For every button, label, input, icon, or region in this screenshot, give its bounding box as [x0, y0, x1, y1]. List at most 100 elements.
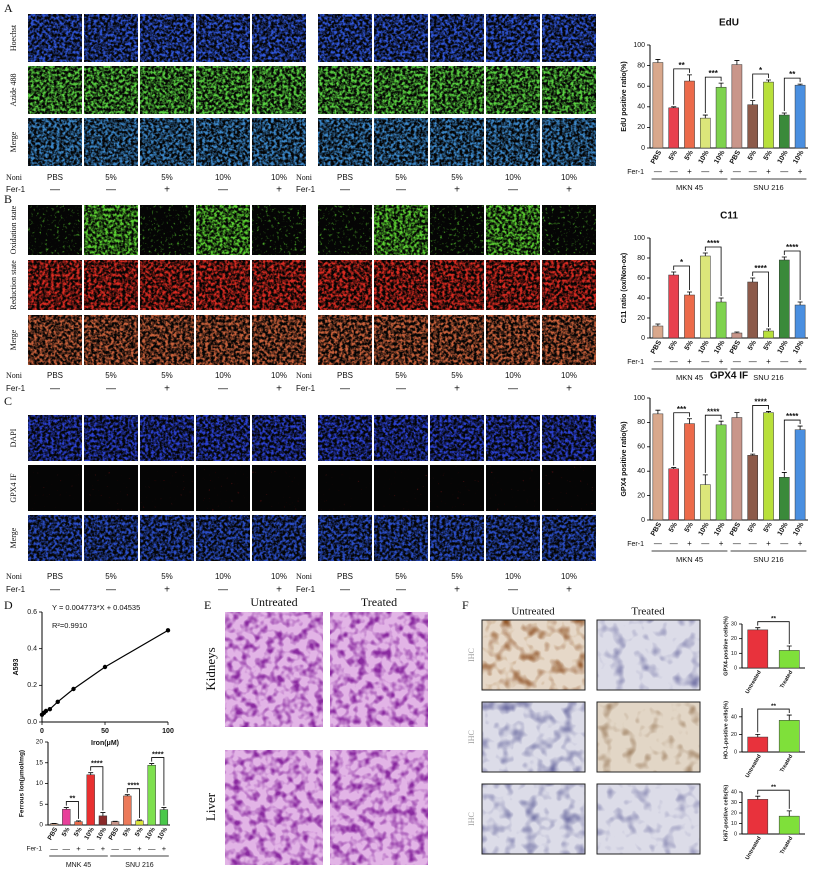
- row-label: IHC: [467, 812, 476, 826]
- y-tick-label: 40: [637, 468, 645, 475]
- micrograph-texture: [196, 415, 250, 461]
- micrograph-texture: [482, 620, 585, 690]
- bar: [778, 720, 800, 753]
- significance-label: **: [771, 615, 777, 622]
- micrograph-texture: [196, 465, 250, 511]
- fer1-label: +: [687, 167, 692, 176]
- condition-header: Noni: [296, 173, 313, 182]
- fer1-label: —: [701, 357, 709, 366]
- micrograph-texture: [252, 205, 306, 255]
- bar: [74, 821, 83, 826]
- y-tick-label: 0: [641, 145, 645, 152]
- fer1-label: +: [276, 384, 282, 395]
- y-axis-label: C11 ratio (ox/Non-ox): [621, 253, 628, 323]
- x-tick-label: 5%: [73, 826, 84, 838]
- fer1-label: —: [218, 384, 228, 395]
- error-bar: [63, 807, 69, 810]
- micrograph-texture: [84, 465, 138, 511]
- condition-label: 5%: [161, 173, 173, 182]
- bar: [684, 80, 695, 149]
- micrograph-texture: [374, 205, 428, 255]
- row-label: Merge: [9, 527, 18, 548]
- condition-label: 10%: [561, 572, 577, 581]
- fer1-label: —: [508, 185, 518, 196]
- error-bar: [100, 812, 106, 816]
- micrograph-texture: [374, 66, 428, 114]
- y-axis-label: GPX4-positive cells(%): [723, 616, 729, 676]
- fer1-header: Fer-1: [6, 585, 26, 594]
- condition-label: 10%: [505, 572, 521, 581]
- significance-bracket: [783, 419, 801, 471]
- micrograph-texture: [542, 205, 596, 255]
- y-tick-label: 20: [637, 492, 645, 499]
- x-tick-label: 10%: [713, 521, 726, 537]
- error-bar: [734, 412, 740, 418]
- y-tick-label: 0.6: [27, 609, 37, 616]
- fer1-label: —: [87, 844, 95, 853]
- micrograph-texture: [374, 315, 428, 365]
- y-tick-label: 100: [633, 395, 645, 402]
- y-tick-label: 0: [641, 517, 645, 524]
- x-tick-label: 5%: [684, 521, 696, 534]
- y-tick-label: 40: [637, 104, 645, 111]
- y-tick-label: 40: [731, 714, 737, 720]
- column-label: Untreated: [511, 606, 555, 618]
- fer1-label: +: [766, 357, 771, 366]
- micrograph-texture: [430, 260, 484, 310]
- micrograph-texture: [486, 515, 540, 561]
- x-tick-label: 5%: [763, 149, 775, 162]
- row-label: Merge: [9, 131, 18, 152]
- column-label: Treated: [361, 595, 397, 609]
- micrograph-texture: [252, 260, 306, 310]
- bar: [747, 104, 759, 149]
- y-tick-label: 60: [637, 275, 645, 282]
- y-tick-label: 0: [39, 822, 43, 829]
- fer1-header: Fer-1: [627, 541, 644, 548]
- micrograph-texture: [542, 465, 596, 511]
- y-tick-label: 20: [637, 315, 645, 322]
- fer1-label: —: [780, 539, 788, 548]
- condition-header: Noni: [296, 572, 313, 581]
- micrograph-texture: [374, 118, 428, 166]
- micrograph-texture: [140, 515, 194, 561]
- fer1-label: —: [749, 539, 757, 548]
- error-bar: [149, 763, 155, 766]
- micrograph-texture: [318, 415, 372, 461]
- significance-label: *: [759, 66, 763, 75]
- significance-label: **: [678, 61, 685, 70]
- row-label: Merge: [9, 329, 18, 350]
- micrograph-texture: [196, 118, 250, 166]
- bar: [794, 304, 806, 339]
- error-bar: [766, 411, 771, 413]
- x-tick-label: PBS: [650, 339, 663, 355]
- annotation: R²=0.9910: [52, 621, 87, 630]
- y-tick-label: 10: [731, 821, 737, 827]
- significance-label: ****: [707, 239, 720, 248]
- micrograph-texture: [318, 14, 372, 62]
- error-bar: [702, 252, 708, 256]
- row-label: IHC: [467, 648, 476, 662]
- x-tick-label: 10%: [777, 521, 790, 537]
- micrograph-texture: [318, 66, 372, 114]
- fer1-label: +: [454, 384, 460, 395]
- error-bar: [750, 100, 756, 105]
- error-bar: [781, 472, 787, 478]
- x-tick-label: PBS: [650, 521, 663, 537]
- significance-bracket: [783, 77, 801, 111]
- x-tick-label: 10%: [144, 826, 157, 841]
- bar: [699, 117, 711, 149]
- y-tick-label: 0.2: [27, 682, 37, 689]
- micrograph-texture: [252, 315, 306, 365]
- micrograph-texture: [28, 14, 82, 62]
- micrograph-texture: [252, 14, 306, 62]
- fer1-label: —: [106, 585, 116, 596]
- x-tick-label: PBS: [47, 826, 60, 842]
- row-label: Hoechst: [9, 24, 18, 51]
- error-bar: [687, 291, 692, 295]
- significance-bracket: [673, 412, 690, 466]
- bar: [763, 330, 774, 339]
- fer1-label: +: [454, 185, 460, 196]
- fer1-label: +: [766, 539, 771, 548]
- significance-bracket: [757, 789, 790, 809]
- bar: [652, 413, 664, 521]
